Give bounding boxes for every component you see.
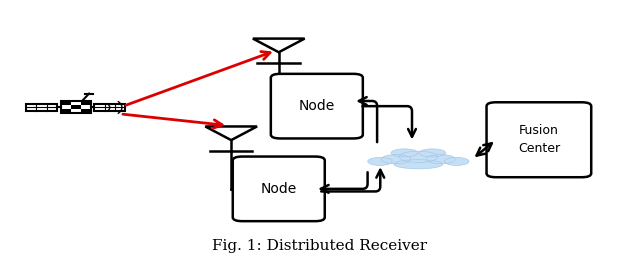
FancyBboxPatch shape — [486, 102, 591, 177]
FancyBboxPatch shape — [233, 157, 324, 221]
Ellipse shape — [419, 149, 445, 157]
Ellipse shape — [368, 157, 392, 165]
Ellipse shape — [445, 157, 469, 165]
Ellipse shape — [426, 155, 455, 164]
FancyBboxPatch shape — [271, 74, 363, 138]
Ellipse shape — [394, 160, 443, 169]
Bar — [71, 105, 81, 110]
Bar — [61, 101, 71, 105]
Text: Node: Node — [299, 99, 335, 113]
Bar — [81, 110, 91, 114]
Bar — [94, 104, 125, 111]
Text: Node: Node — [260, 182, 297, 196]
Bar — [61, 101, 91, 114]
Bar — [81, 101, 91, 105]
Bar — [26, 104, 58, 111]
Ellipse shape — [381, 155, 411, 164]
Bar — [61, 110, 71, 114]
Ellipse shape — [391, 149, 418, 157]
Text: Fig. 1: Distributed Receiver: Fig. 1: Distributed Receiver — [212, 239, 428, 253]
Text: Fusion
Center: Fusion Center — [518, 124, 560, 155]
Ellipse shape — [399, 151, 438, 163]
